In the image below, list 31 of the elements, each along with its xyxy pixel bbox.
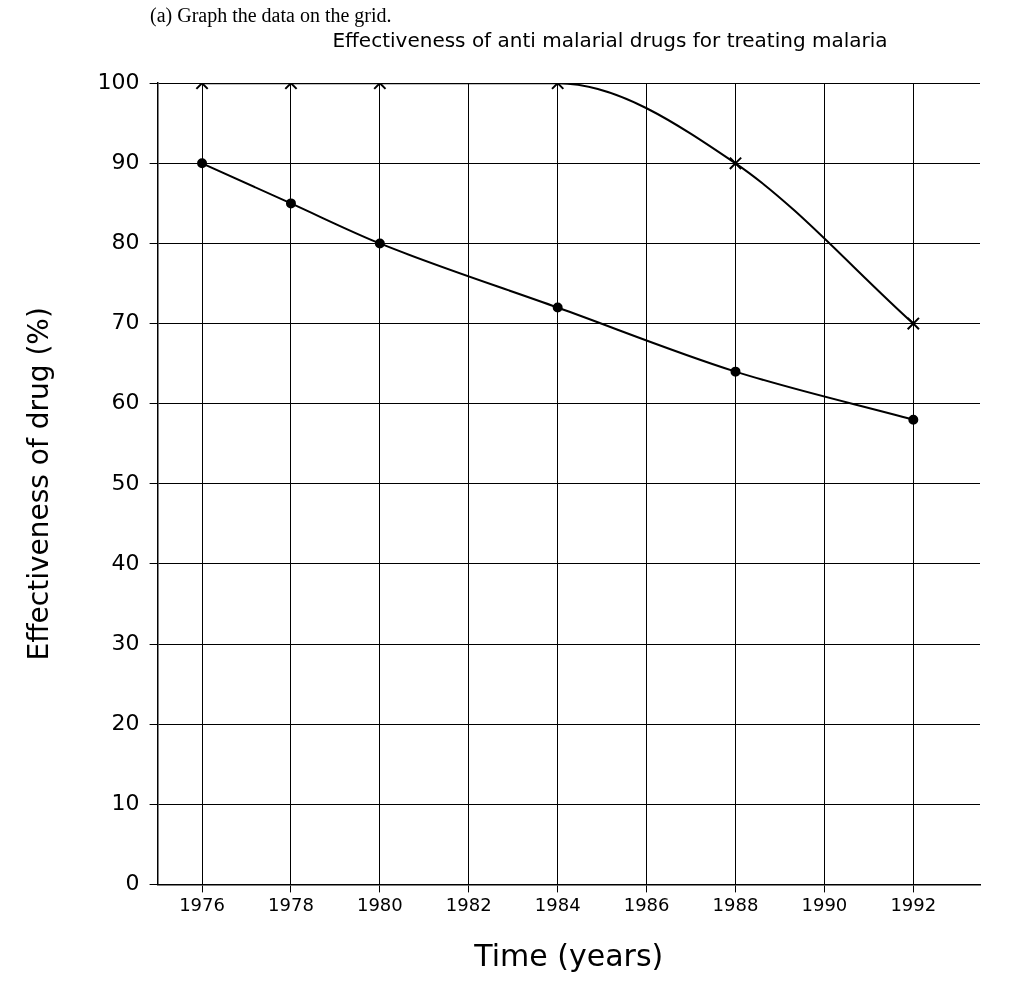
- y-tick-label: 100: [97, 68, 140, 94]
- y-tick-label: 70: [111, 309, 140, 335]
- text: (a) Graph the data on the grid.: [150, 4, 392, 27]
- y-tick-label: 0: [125, 870, 140, 896]
- chart-title: Effectiveness of anti malarial drugs for treating malaria: [331, 28, 889, 52]
- y-tick-label: 20: [111, 709, 140, 735]
- y-tick-label: 80: [111, 229, 140, 255]
- x-tick-label: 1992: [890, 893, 937, 915]
- x-tick-label: 1988: [712, 893, 759, 915]
- point: [908, 414, 919, 425]
- x-tick-label: 1990: [801, 893, 848, 915]
- y-tick-label: 60: [111, 389, 140, 415]
- x-tick-label: 1980: [356, 893, 403, 915]
- y-tick-label: 10: [111, 790, 140, 815]
- point: [197, 158, 208, 169]
- point: [552, 302, 563, 313]
- point: [374, 238, 385, 249]
- y-axis-title: Effectiveness of drug (%): [22, 307, 56, 661]
- x-tick-label: 1978: [268, 893, 314, 915]
- x-tick-label: 1986: [623, 893, 670, 915]
- point: [285, 198, 296, 209]
- x-tick-label: 1984: [534, 893, 581, 915]
- x-tick-label: 1982: [445, 893, 492, 915]
- y-tick-label: 40: [111, 549, 140, 575]
- x-tick-label: 1976: [179, 893, 225, 915]
- point: [906, 316, 920, 331]
- y-tick-label: 90: [111, 149, 140, 175]
- x-axis-title: Time (years): [473, 937, 664, 973]
- y-tick-label: 50: [111, 469, 140, 495]
- y-tick-label: 30: [111, 629, 140, 655]
- point: [730, 366, 741, 377]
